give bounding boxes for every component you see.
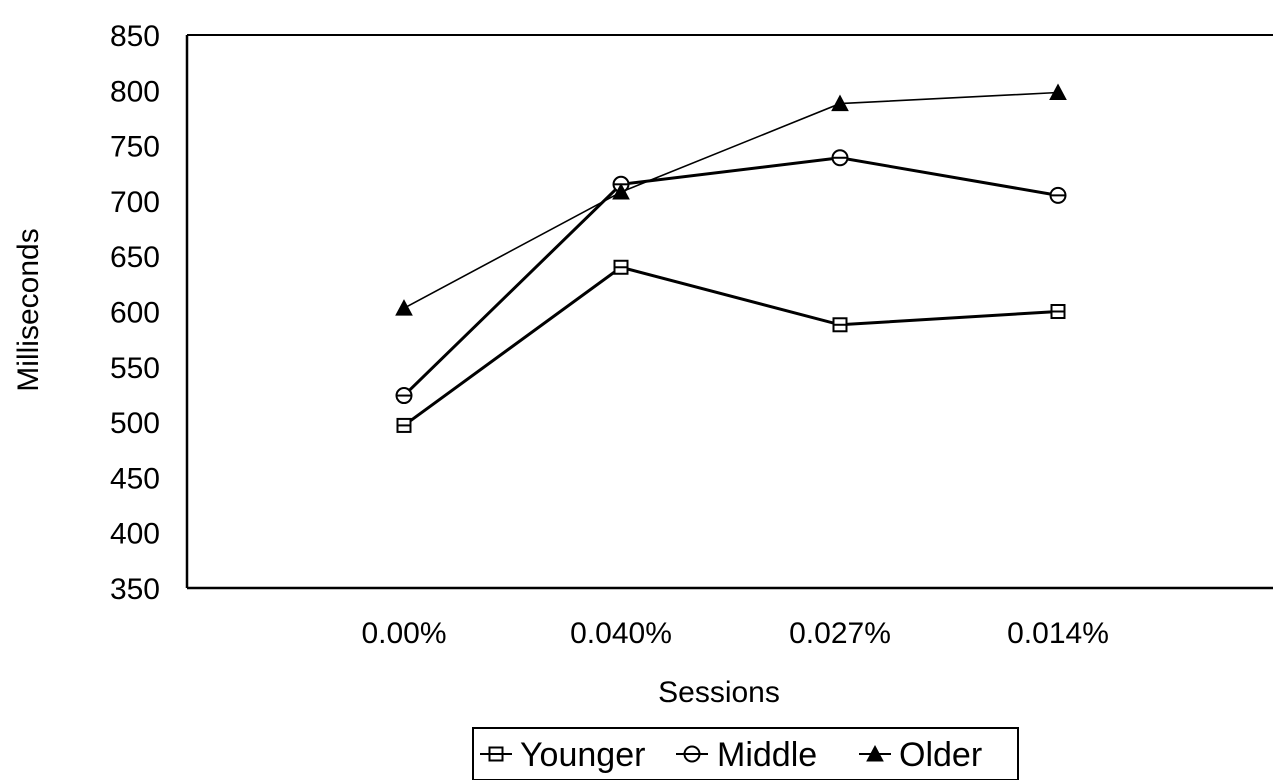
y-tick-label: 500 (110, 407, 160, 440)
y-axis-ticks: 350 400 450 500 550 600 650 700 750 800 850 (110, 20, 160, 606)
y-tick-label: 550 (110, 352, 160, 385)
series-line-middle (402, 156, 1059, 397)
data-point-older (831, 94, 849, 112)
legend-label-younger: Younger (520, 736, 645, 774)
plot-area (185, 34, 1273, 590)
y-tick-label: 600 (110, 297, 160, 330)
legend-item-younger: Younger (480, 736, 645, 774)
y-tick-label: 350 (110, 573, 160, 606)
x-axis-ticks: 0.00% 0.040% 0.027% 0.014% (361, 617, 1108, 650)
y-tick-label: 750 (110, 131, 160, 164)
x-tick-label: 0.00% (361, 617, 446, 650)
series-older (395, 83, 1067, 316)
series-line-younger (403, 265, 1059, 427)
y-tick-label: 700 (110, 186, 160, 219)
x-tick-label: 0.027% (789, 617, 891, 650)
series-middle (395, 149, 1067, 405)
data-point-older (612, 182, 630, 200)
legend-marker-older (866, 744, 884, 762)
y-tick-label: 850 (110, 20, 160, 53)
data-point-older (395, 299, 413, 316)
x-axis-title: Sessions (658, 676, 780, 709)
y-tick-label: 800 (110, 75, 160, 108)
legend: Younger Middle Older (472, 727, 1019, 780)
x-tick-label: 0.014% (1007, 617, 1109, 650)
legend-item-middle: Middle (676, 736, 817, 774)
legend-label-older: Older (899, 736, 982, 774)
legend-box (472, 727, 1019, 780)
data-point-older (1049, 83, 1067, 101)
x-tick-label: 0.040% (570, 617, 672, 650)
y-tick-label: 450 (110, 462, 160, 495)
series-younger (396, 259, 1066, 433)
series-line-older (403, 91, 1059, 309)
legend-label-middle: Middle (717, 736, 817, 774)
y-tick-label: 400 (110, 518, 160, 551)
legend-item-older: Older (859, 736, 982, 774)
series-layer (395, 83, 1067, 433)
y-axis-title: Milliseconds (12, 228, 45, 391)
y-tick-label: 650 (110, 241, 160, 274)
